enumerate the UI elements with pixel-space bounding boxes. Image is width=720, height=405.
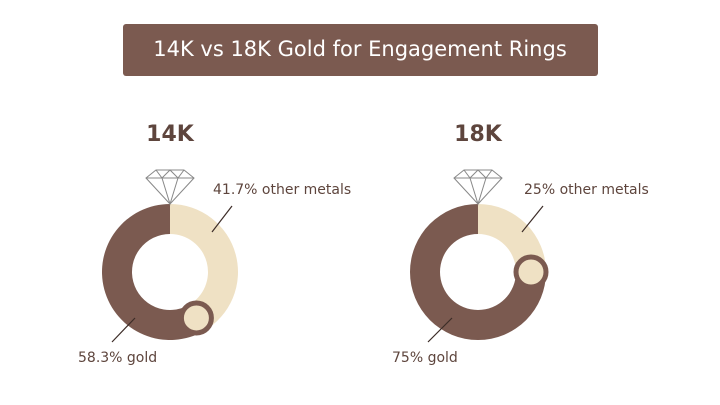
title-box [123,24,598,76]
data-label: 58.3% gold [78,350,157,366]
segment-knob [178,300,214,336]
segment-knob [513,254,549,290]
title: 14K vs 18K Gold for Engagement Rings [153,37,567,61]
diamond-icon [453,169,503,206]
data-label: 25% other metals [524,182,649,198]
leader-line [427,317,453,343]
donut-segment [102,204,204,340]
leader-line [211,205,233,233]
data-label: 41.7% other metals [213,182,351,198]
chart-subtitle: 14K [146,122,195,147]
chart-subtitle: 18K [454,122,503,147]
data-label: 75% gold [392,350,458,366]
donut-segment [170,204,238,331]
diamond-icon [145,169,195,206]
leader-line [521,205,544,233]
leader-line [111,317,136,343]
donut-segment [410,204,546,340]
